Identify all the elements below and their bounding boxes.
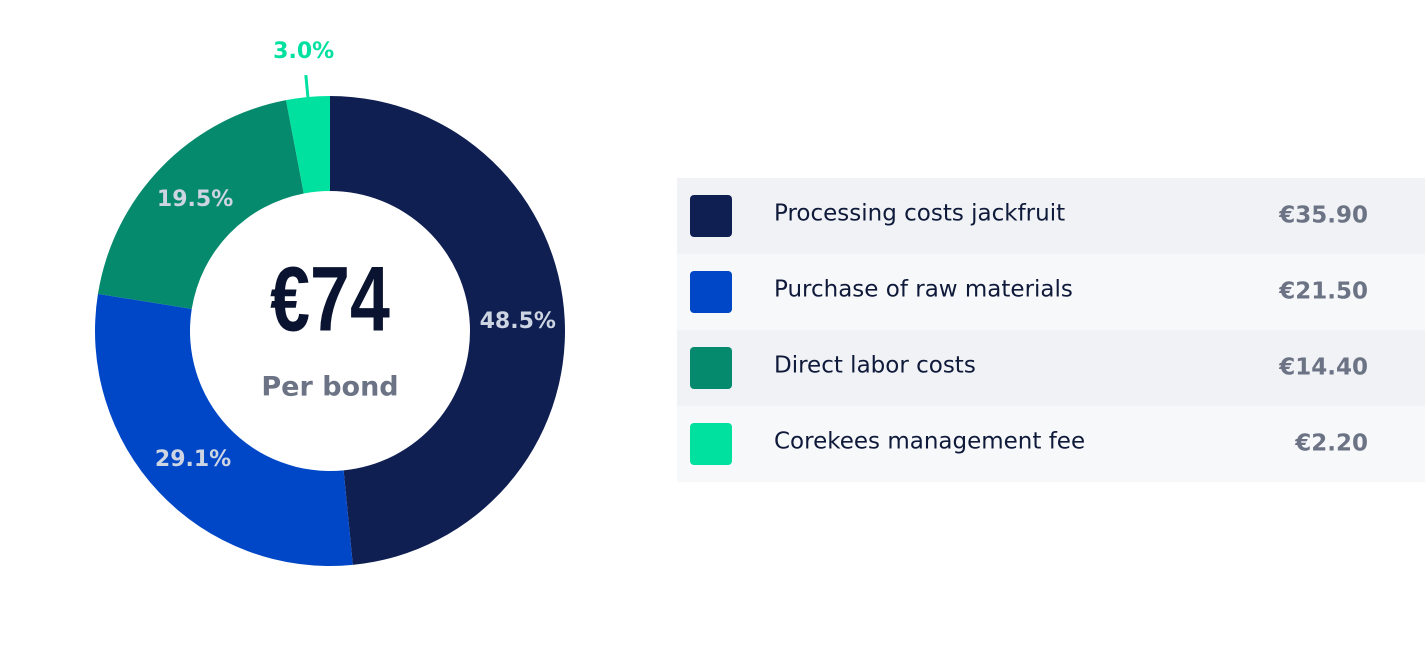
legend-label: Corekees management fee [774, 429, 1085, 455]
donut-slice [330, 96, 565, 565]
legend-label: Purchase of raw materials [774, 277, 1073, 303]
slice-label: 29.1% [155, 447, 231, 472]
slice-label: 3.0% [273, 39, 334, 64]
leader-line [304, 74, 310, 98]
legend-amount: €21.50 [1278, 279, 1368, 305]
legend-row [677, 406, 1425, 482]
donut-slice [97, 100, 304, 309]
center-label: Per bond [261, 372, 398, 403]
legend-label: Processing costs jackfruit [774, 201, 1065, 227]
legend-amount: €2.20 [1294, 431, 1368, 457]
legend-row [677, 178, 1425, 254]
legend-swatch [690, 195, 732, 237]
legend-amount: €35.90 [1278, 203, 1368, 229]
legend-swatch [690, 423, 732, 465]
legend-amount: €14.40 [1278, 355, 1368, 381]
legend-label: Direct labor costs [774, 353, 976, 379]
legend-swatch [690, 347, 732, 389]
donut-slice [95, 293, 353, 566]
slice-label: 48.5% [480, 309, 556, 334]
center-value: €74 [270, 248, 390, 351]
legend-row [677, 254, 1425, 330]
legend-row [677, 330, 1425, 406]
slice-label: 19.5% [157, 187, 233, 212]
donut-slice [286, 96, 330, 194]
legend-swatch [690, 271, 732, 313]
